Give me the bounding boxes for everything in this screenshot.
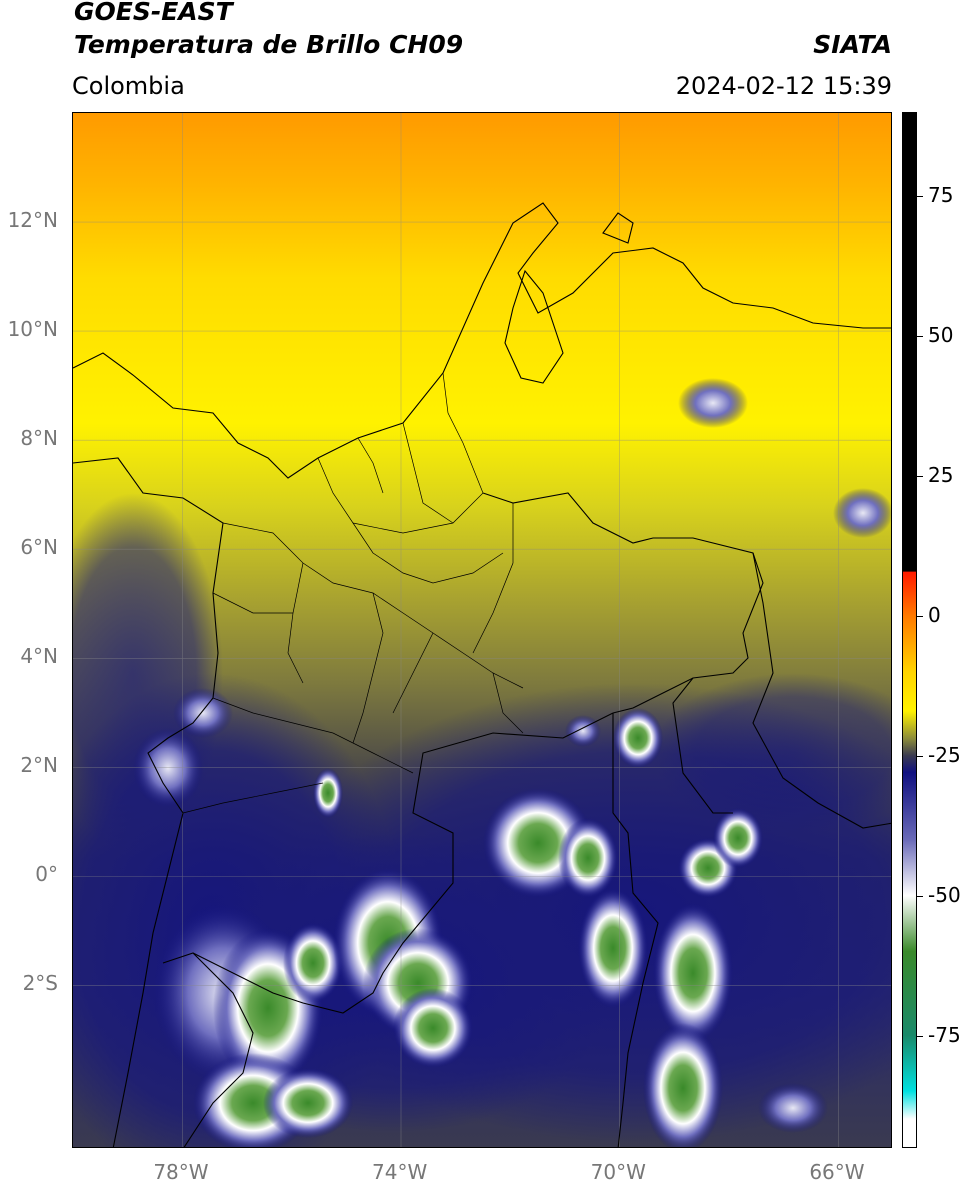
product-title: Temperatura de Brillo CH09 — [74, 30, 464, 59]
latitude-tick-label: 0° — [35, 862, 58, 887]
latitude-tick-label: 12°N — [7, 208, 58, 233]
region-label: Colombia — [72, 72, 185, 100]
colorbar — [902, 112, 917, 1148]
colorbar-tick — [917, 336, 923, 337]
colorbar-tick-label: -50 — [928, 883, 961, 907]
longitude-tick-label: 70°W — [590, 1160, 646, 1184]
longitude-tick-label: 78°W — [153, 1160, 209, 1184]
latitude-tick-label: 2°S — [22, 971, 58, 996]
satellite-title: GOES-EAST — [74, 0, 233, 26]
graticule — [73, 113, 891, 1147]
colorbar-tick — [917, 756, 923, 757]
latitude-tick-label: 6°N — [20, 535, 58, 560]
colorbar-tick-label: 50 — [928, 323, 954, 347]
country-borders — [73, 202, 891, 1147]
latitude-tick-label: 4°N — [20, 644, 58, 669]
colorbar-tick — [917, 896, 923, 897]
datetime-label: 2024-02-12 15:39 — [675, 72, 892, 100]
latitude-tick-label: 10°N — [7, 317, 58, 342]
colorbar-tick — [917, 196, 923, 197]
longitude-tick-label: 74°W — [372, 1160, 428, 1184]
satellite-map — [72, 112, 892, 1148]
latitude-tick-label: 2°N — [20, 753, 58, 778]
brightness-temperature-image — [73, 113, 891, 1147]
colorbar-tick-label: 75 — [928, 183, 954, 207]
colorbar-tick — [917, 476, 923, 477]
colorbar-tick — [917, 1036, 923, 1037]
colorbar-tick — [917, 616, 923, 617]
colorbar-tick-label: -25 — [928, 743, 961, 767]
colorbar-tick-label: 25 — [928, 463, 954, 487]
colorbar-tick-label: -75 — [928, 1023, 961, 1047]
longitude-tick-label: 66°W — [809, 1160, 865, 1184]
latitude-tick-label: 8°N — [20, 426, 58, 451]
colorbar-tick-label: 0 — [928, 603, 941, 627]
convective-cells — [133, 378, 891, 1147]
department-boundaries — [182, 372, 524, 814]
agency-label: SIATA — [813, 30, 892, 59]
